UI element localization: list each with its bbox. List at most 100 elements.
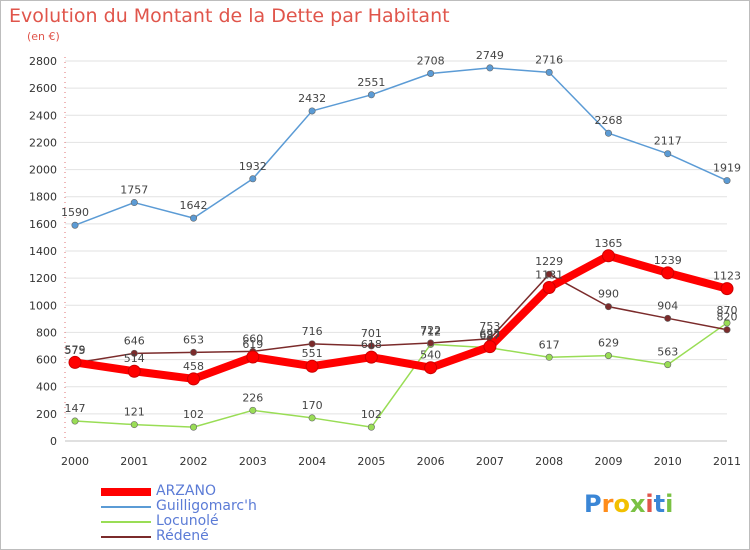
logo-letter: x [629,490,646,518]
y-tick-label: 2400 [29,109,57,122]
logo-letter: r [601,490,614,518]
data-point [68,355,82,369]
data-point [604,303,612,311]
y-tick-label: 400 [36,381,57,394]
data-label: 1932 [239,160,267,173]
data-point [367,423,375,431]
legend-label: Guilligomarc'h [156,498,257,514]
x-tick-label: 2007 [476,455,504,468]
data-point [545,353,553,361]
legend-item: Locunolé [101,513,361,529]
y-tick-label: 600 [36,354,57,367]
x-tick-label: 2004 [298,455,326,468]
y-tick-label: 2600 [29,82,57,95]
x-tick-label: 2011 [713,455,741,468]
data-point [601,249,615,263]
y-tick-label: 2200 [29,136,57,149]
legend-label: Locunolé [156,513,219,529]
legend-item: Guilligomarc'h [101,498,361,514]
data-label: 716 [302,325,323,338]
data-point [720,282,734,296]
data-point [604,129,612,137]
data-label: 722 [420,324,441,337]
data-label: 2716 [535,53,563,66]
unit-label: (en €) [27,30,60,43]
data-label: 870 [717,304,738,317]
data-label: 618 [361,338,382,351]
chart-title: Evolution du Montant de la Dette par Hab… [9,5,450,27]
data-label: 170 [302,399,323,412]
series-line [74,251,729,383]
data-label: 2268 [594,114,622,127]
data-point [190,423,198,431]
data-point [190,348,198,356]
data-label: 1642 [180,199,208,212]
data-point [723,326,731,334]
data-label: 904 [657,299,678,312]
data-point [305,359,319,373]
data-point [664,361,672,369]
data-label: 990 [598,288,619,301]
data-label: 701 [361,327,382,340]
data-point [723,177,731,185]
x-tick-label: 2002 [180,455,208,468]
data-point [367,91,375,99]
data-label: 617 [539,338,560,351]
data-label: 712 [420,325,441,338]
data-label: 2432 [298,92,326,105]
x-tick-label: 2003 [239,455,267,468]
data-label: 458 [183,360,204,373]
logo-letter: i [665,490,674,518]
data-point [427,69,435,77]
y-tick-label: 1400 [29,245,57,258]
y-tick-label: 1000 [29,299,57,312]
data-label: 2117 [654,135,682,148]
data-point [661,266,675,280]
legend-swatch [101,521,151,523]
x-tick-label: 2010 [654,455,682,468]
data-label: 753 [479,320,500,333]
data-point [130,421,138,429]
x-tick-label: 2006 [417,455,445,468]
x-tick-label: 2008 [535,455,563,468]
data-point [664,150,672,158]
data-label: 102 [361,408,382,421]
legend-swatch [101,488,151,496]
x-tick-label: 2000 [61,455,89,468]
legend-swatch [101,506,151,508]
data-point [604,352,612,360]
data-label: 1131 [535,269,563,282]
data-label: 2708 [417,54,445,67]
data-label: 660 [242,332,263,345]
y-tick-label: 2800 [29,55,57,68]
data-point [71,417,79,425]
series-line [74,67,728,226]
data-label: 540 [420,349,441,362]
data-label: 226 [242,391,263,404]
legend-label: Rédené [156,528,209,544]
data-label: 551 [302,347,323,360]
data-point [486,64,494,72]
y-tick-label: 1600 [29,218,57,231]
data-point [545,68,553,76]
data-label: 695 [479,328,500,341]
data-label: 646 [124,334,145,347]
data-label: 579 [65,343,86,356]
data-point [130,349,138,357]
logo-letter: o [613,490,630,518]
data-point [308,107,316,115]
data-label: 653 [183,333,204,346]
data-point [308,340,316,348]
data-point [71,221,79,229]
data-label: 820 [717,311,738,324]
data-label: 514 [124,352,145,365]
data-label: 147 [65,402,86,415]
x-tick-label: 2009 [594,455,622,468]
data-point [249,406,257,414]
data-point [249,175,257,183]
logo-letter: i [645,490,654,518]
data-point [364,350,378,364]
y-tick-label: 1200 [29,272,57,285]
data-point [664,314,672,322]
